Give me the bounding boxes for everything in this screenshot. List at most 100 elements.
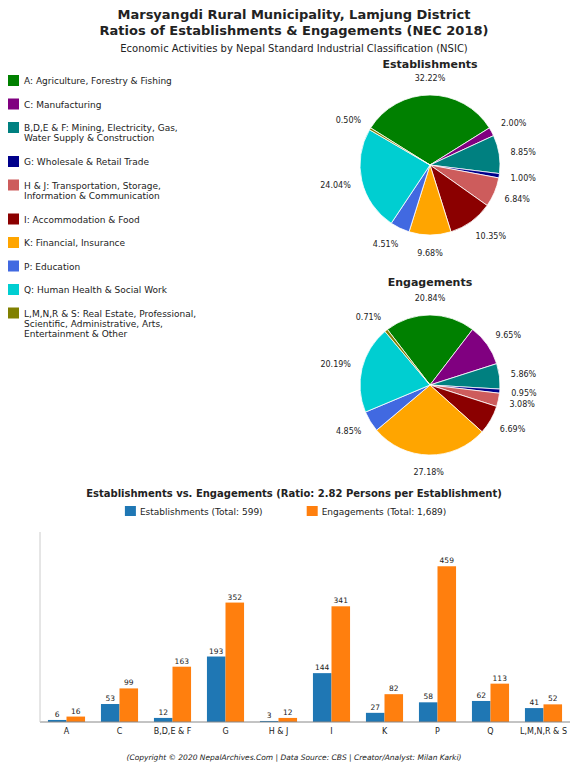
data-label: 193 <box>209 647 224 656</box>
pie-slice <box>370 128 431 165</box>
legend-label: G: Wholesale & Retail Trade <box>24 157 149 167</box>
data-label: 27 <box>370 703 380 712</box>
bar <box>366 713 385 722</box>
data-label: 0.71% <box>356 313 382 322</box>
legend-swatch <box>8 156 19 167</box>
legend-label: Establishments (Total: 599) <box>140 507 263 517</box>
data-label: 352 <box>228 593 243 602</box>
bar <box>525 708 544 722</box>
bar-chart: Establishments vs. Engagements (Ratio: 2… <box>40 488 570 736</box>
legend-label: A: Agriculture, Forestry & Fishing <box>24 76 172 86</box>
y-axis <box>40 532 41 722</box>
data-label: 58 <box>423 692 433 701</box>
x-axis <box>40 722 570 723</box>
legend-swatch <box>8 122 19 133</box>
x-tick-label: I <box>330 727 332 736</box>
data-label: 62 <box>476 691 486 700</box>
pie-labels: 20.84%9.65%5.86%0.95%3.08%6.69%27.18%4.8… <box>320 294 537 478</box>
x-tick-label: H & J <box>269 727 289 736</box>
data-label: 113 <box>493 674 508 683</box>
legend-label: H & J: Transportation, Storage,Informati… <box>24 181 161 201</box>
bar <box>226 603 245 722</box>
pie: Engagements <box>360 276 500 455</box>
data-label: 12 <box>283 708 293 717</box>
text-line: Scientific, Administrative, Arts, <box>24 319 163 329</box>
text-line: L,M,N,R & S: Real Estate, Professional, <box>24 309 196 319</box>
data-label: 4.85% <box>336 427 362 436</box>
bar <box>173 667 192 722</box>
bar <box>120 688 139 722</box>
bar <box>154 718 173 722</box>
data-label: 3.08% <box>509 400 535 409</box>
bar <box>67 717 86 722</box>
data-label: 4.51% <box>373 240 399 249</box>
data-label: 27.18% <box>413 468 444 477</box>
data-label: 2.00% <box>501 119 527 128</box>
text-line: Entertainment & Other <box>24 329 128 339</box>
data-label: 20.19% <box>320 360 351 369</box>
text-line: B,D,E & F: Mining, Electricity, Gas, <box>24 123 178 133</box>
annotation: (Copyright © 2020 NepalArchives.Com | Da… <box>127 753 462 762</box>
bar <box>313 673 332 722</box>
bar <box>332 606 351 722</box>
data-label: 1.00% <box>510 174 536 183</box>
bar <box>472 701 491 722</box>
data-label: 163 <box>175 657 190 666</box>
bar <box>491 684 510 722</box>
data-label: 5.86% <box>511 370 537 379</box>
data-label: 9.68% <box>417 249 443 258</box>
bar <box>438 566 457 722</box>
bar <box>207 657 226 722</box>
data-label: 99 <box>124 678 134 687</box>
x-tick-label: A <box>64 727 70 736</box>
data-label: 6.84% <box>505 195 531 204</box>
legend-swatch <box>125 506 136 516</box>
pie: Establishments <box>360 58 500 235</box>
bar <box>385 694 404 722</box>
pie-labels: 32.22%2.00%8.85%1.00%6.84%10.35%9.68%4.5… <box>320 74 536 258</box>
legend-swatch <box>8 75 19 86</box>
legend-swatch <box>8 308 19 319</box>
legend-swatch <box>307 506 318 516</box>
legend-label: Engagements (Total: 1,689) <box>322 507 447 517</box>
x-tick-label: C <box>117 727 123 736</box>
legend-label: I: Accommodation & Food <box>24 215 140 225</box>
data-label: 8.85% <box>510 148 536 157</box>
data-label: 9.65% <box>496 331 522 340</box>
x-tick-label: Q <box>487 727 493 736</box>
legend-label: C: Manufacturing <box>24 100 101 110</box>
figure: Marsyangdi Rural Municipality, Lamjung D… <box>0 0 588 768</box>
data-label: 0.95% <box>511 389 537 398</box>
legend-label: K: Financial, Insurance <box>24 238 126 248</box>
data-label: 16 <box>71 707 81 716</box>
x-tick-label: P <box>435 727 440 736</box>
data-label: 41 <box>529 698 539 707</box>
data-label: 53 <box>105 694 115 703</box>
data-label: 0.50% <box>336 116 362 125</box>
data-labels: 6531219331442758624116991633521234182459… <box>55 556 558 720</box>
legend-swatch <box>8 284 19 295</box>
legend: Establishments (Total: 599) Engagements (… <box>125 506 446 517</box>
bar <box>419 702 438 722</box>
figure-title: Ratios of Establishments & Engagements (… <box>100 23 489 38</box>
bar <box>101 704 120 722</box>
x-tick-label: B,D,E & F <box>154 727 192 736</box>
data-label: 3 <box>267 711 272 720</box>
data-label: 12 <box>158 708 168 717</box>
data-label: 82 <box>389 684 399 693</box>
bars <box>48 566 562 722</box>
text-line: Water Supply & Construction <box>24 133 154 143</box>
data-label: 144 <box>315 663 330 672</box>
data-label: 24.04% <box>320 181 351 190</box>
pie-title: Establishments <box>382 58 478 71</box>
chart-title: Establishments vs. Engagements (Ratio: 2… <box>86 488 502 499</box>
legend-label: L,M,N,R & S: Real Estate, Professional,S… <box>24 309 196 340</box>
figure-subtitle: Economic Activities by Nepal Standard In… <box>120 43 468 54</box>
x-tick-label: K <box>382 727 388 736</box>
data-label: 52 <box>548 694 558 703</box>
text-line: H & J: Transportation, Storage, <box>24 181 161 191</box>
legend-swatch <box>8 99 19 110</box>
legend-label: P: Education <box>24 262 80 272</box>
pie-title: Engagements <box>388 276 473 289</box>
data-label: 20.84% <box>415 294 446 303</box>
